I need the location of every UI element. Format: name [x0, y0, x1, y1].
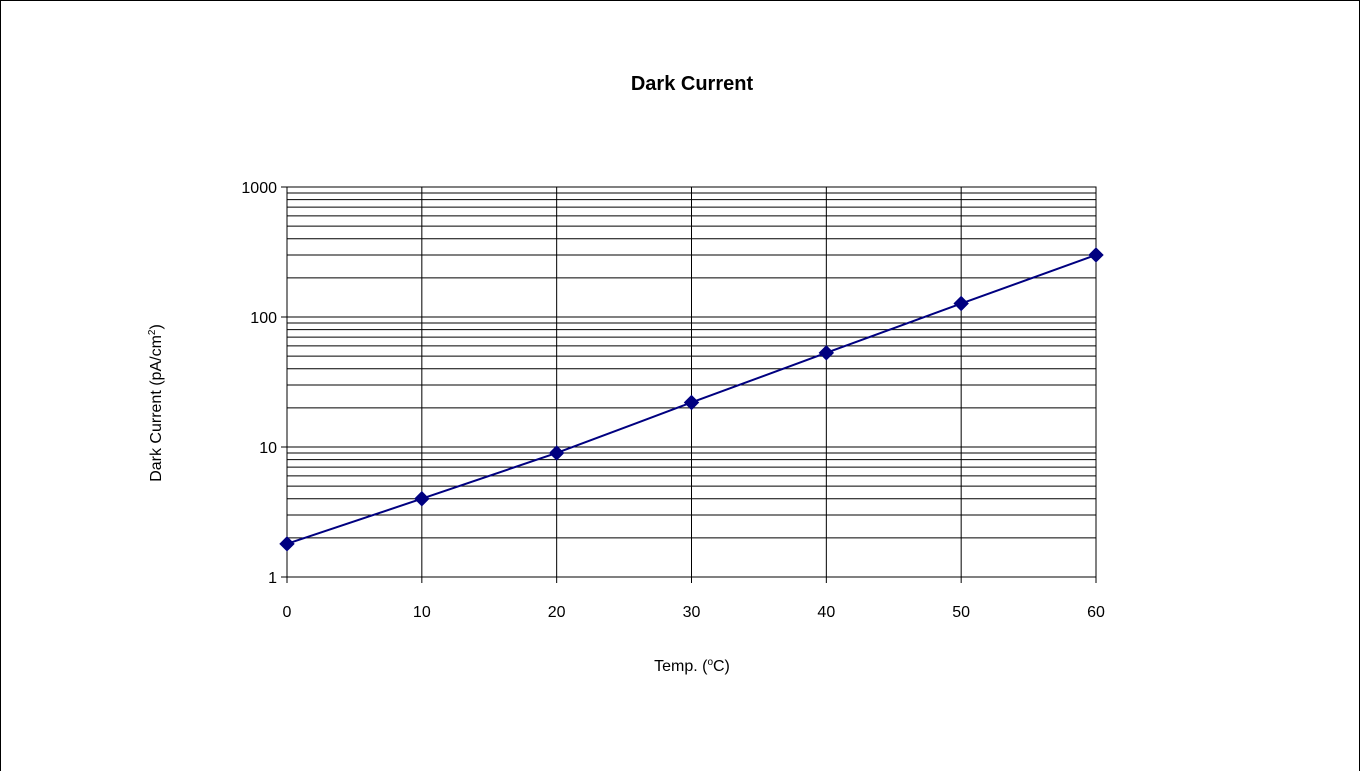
- series-group: [279, 247, 1104, 552]
- x-axis-label: Temp. (oC): [654, 657, 730, 675]
- x-tick-label: 20: [548, 604, 566, 621]
- data-point-marker: [1088, 247, 1104, 263]
- x-axis-label-superscript: o: [707, 657, 713, 668]
- data-point-marker: [683, 394, 700, 411]
- x-tick-label: 10: [413, 604, 431, 621]
- y-tick-label: 10: [259, 440, 277, 457]
- x-tick-label: 50: [952, 604, 970, 621]
- y-axis-label: Dark Current (pA/cm2): [147, 324, 165, 482]
- x-axis-label-end: C): [713, 658, 730, 675]
- data-point-marker: [548, 445, 565, 461]
- x-tick-label: 30: [683, 604, 701, 621]
- plot-grid: [286, 187, 1097, 577]
- y-tick-label: 1000: [241, 180, 277, 197]
- data-point-marker: [818, 345, 835, 361]
- x-axis-label-text: Temp. (: [654, 658, 708, 675]
- y-axis-label-superscript: 2: [147, 329, 158, 335]
- y-tick-labels: 1 10 100 1000: [241, 180, 277, 587]
- data-point-marker: [279, 536, 295, 552]
- y-axis-label-text: Dark Current (pA/cm: [148, 335, 165, 482]
- x-tick-label: 60: [1087, 604, 1105, 621]
- data-point-marker: [953, 295, 969, 312]
- data-point-marker: [414, 491, 430, 507]
- y-tick-label: 100: [250, 310, 277, 327]
- y-axis-label-end: ): [148, 324, 165, 329]
- x-tick-labels: 0 10 20 30 40 50 60: [283, 604, 1105, 621]
- x-tick-label: 40: [817, 604, 835, 621]
- chart-title: Dark Current: [631, 73, 754, 95]
- y-tick-label: 1: [268, 570, 277, 587]
- x-tick-label: 0: [283, 604, 292, 621]
- axes: [281, 186, 1097, 583]
